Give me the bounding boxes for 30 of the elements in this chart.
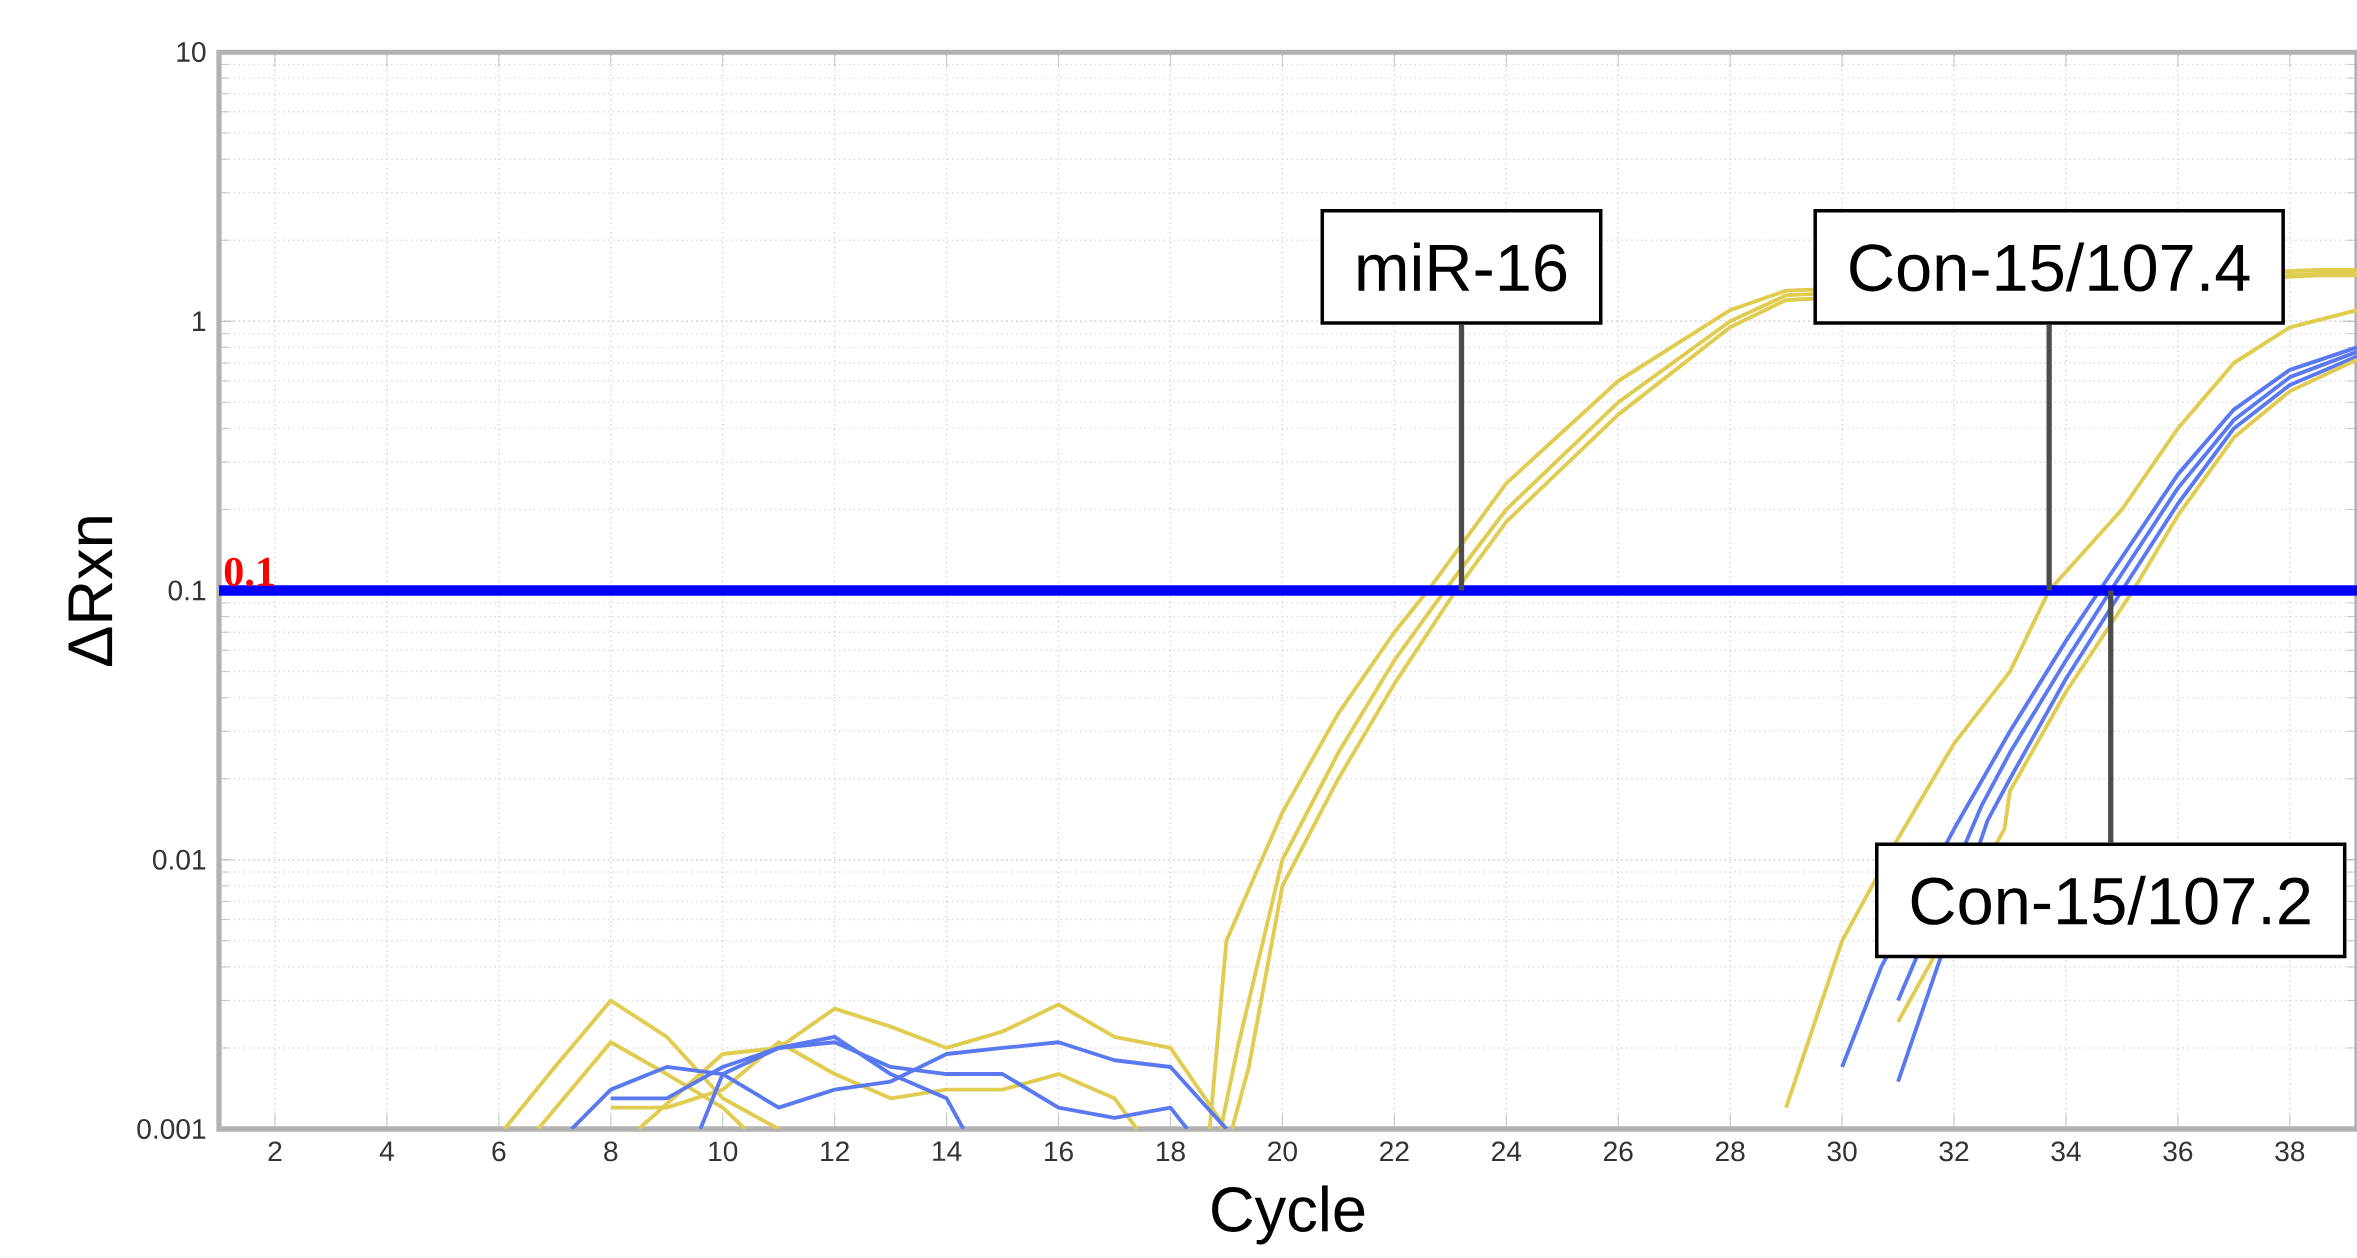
x-tick-label: 34	[2051, 1141, 2081, 1162]
annotation: Con-15/107.2	[1911, 875, 2310, 925]
x-tick-label: 4	[379, 1141, 394, 1161]
x-tick-label: 6	[492, 1141, 506, 1162]
x-tick-label: 2	[268, 1141, 282, 1162]
x-tick-label: 18	[1156, 1141, 1185, 1162]
x-tick-label: 32	[1939, 1141, 1969, 1162]
x-tick-label: 14	[933, 1141, 962, 1161]
annotation: miR-16	[1358, 242, 1567, 292]
y-tick-label: 1	[193, 311, 206, 331]
x-tick-label: 10	[709, 1141, 738, 1162]
y-axis-title: ΔRxn	[68, 517, 113, 667]
ref-line-label: 0.1	[224, 557, 274, 587]
x-tick-label: 16	[1045, 1141, 1073, 1162]
annotation: Con-15/107.4	[1850, 242, 2250, 292]
x-tick-label: 12	[821, 1141, 849, 1162]
x-tick-label: 20	[1268, 1141, 1297, 1162]
x-tick-label: 22	[1380, 1141, 1409, 1162]
y-tick-label: 0.1	[168, 580, 206, 601]
x-tick-label: 26	[1604, 1141, 1633, 1162]
y-tick-label: 0.01	[152, 849, 206, 870]
x-tick-label: 24	[1492, 1141, 1522, 1162]
x-tick-label: 38	[2275, 1141, 2305, 1162]
x-axis-title: Cycle	[1212, 1185, 1365, 1245]
x-tick-label: 30	[1827, 1141, 1857, 1162]
y-tick-label: 0.001	[137, 1119, 206, 1139]
x-tick-label: 8	[604, 1141, 618, 1162]
x-tick-label: 36	[2163, 1141, 2193, 1162]
y-tick-label: 10	[177, 42, 206, 62]
x-tick-label: 28	[1715, 1141, 1745, 1162]
